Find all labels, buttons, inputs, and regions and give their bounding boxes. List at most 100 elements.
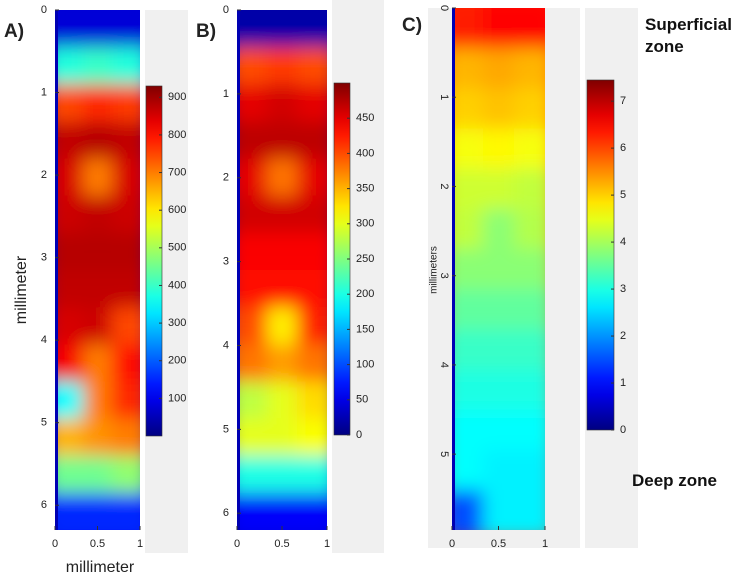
heatmap-cell [452,208,484,250]
heatmap-cell [55,344,84,382]
heatmap-cell [237,84,268,122]
colorbar-tick-label: 2 [620,330,626,342]
colorbar-tick-label: 5 [620,189,626,201]
heatmap-cell [83,195,113,234]
heatmap-cell [83,381,113,420]
heatmap-cell [267,344,298,382]
heatmap-cell [267,381,298,420]
heatmap [237,10,327,530]
heatmap-cell [514,128,545,170]
colorbar [586,79,615,431]
heatmap-cell [514,449,545,491]
heatmap-cell [111,195,140,234]
heatmap-cell [237,232,268,271]
heatmap-cell [514,8,545,49]
heatmap-cell [452,489,484,530]
heatmap-cell [483,369,515,411]
heatmap-cell [83,270,113,308]
heatmap-cell [83,344,113,382]
heatmap-cell [514,48,545,89]
annotation: Deep zone [632,471,718,490]
heatmap-cells [452,8,545,530]
heatmap-cell [514,329,545,370]
colorbar-tick-label: 400 [356,147,374,159]
heatmap-cell [452,48,484,89]
heatmap-cell [237,47,268,85]
heatmap-cell [237,270,268,308]
heatmap-cell [452,88,484,129]
heatmap [452,8,545,530]
heatmap-cell [237,307,268,345]
heatmap-cell [514,489,545,530]
heatmap-cell [83,121,113,160]
heatmap-cell [297,418,327,457]
heatmap-cell [237,381,268,420]
heatmap-cell [267,10,298,48]
y-tick-label: 4 [438,362,450,368]
heatmap-cell [297,344,327,382]
heatmap-cell [297,381,327,420]
heatmap-cell [267,418,298,457]
y-tick-label: 6 [41,499,47,511]
heatmap-cells [237,10,327,530]
colorbar-tick-label: 200 [356,288,374,300]
y-tick-label: 2 [438,183,450,189]
annotation: Superficial zone [645,15,732,56]
heatmap-cell [297,455,327,494]
heatmap-cell [297,158,327,197]
heatmap-cell [55,47,84,85]
y-tick-label: 0 [223,4,229,16]
heatmap-cell [514,248,545,290]
heatmap-cell [237,344,268,382]
y-tick-label: 4 [41,334,47,346]
y-axis-label: millimeter [13,255,30,324]
heatmap-cell [267,232,298,271]
x-axis-label: millimeter [66,559,135,576]
heatmap-cell [483,449,515,491]
colorbar-tick-label: 0 [620,424,626,436]
colorbar-tick-label: 0 [356,429,362,441]
heatmap-cell [483,329,515,370]
colorbar-tick-label: 600 [168,204,186,216]
panel-label: A) [4,21,24,42]
colorbar-tick-label: 250 [356,253,374,265]
heatmap-cell [83,158,113,197]
heatmap-cell [83,307,113,345]
heatmap-cell [55,270,84,308]
y-axis-label: millimeters [429,246,440,294]
y-tick-label: 6 [223,507,229,519]
heatmap-cell [267,492,298,530]
heatmap-cell [55,307,84,345]
heatmap-cell [55,381,84,420]
heatmap-cell [297,84,327,122]
x-tick-label: 0 [52,538,58,550]
heatmap-cell [267,121,298,160]
heatmap-cell [111,492,140,530]
colorbar-tick-label: 200 [168,355,186,367]
colorbar-tick-label: 300 [356,218,374,230]
heatmap-cell [237,492,268,530]
heatmap-edge [55,10,58,530]
heatmap-cell [483,289,515,330]
heatmap-cell [55,232,84,271]
heatmap-cell [297,270,327,308]
heatmap-cell [514,289,545,330]
x-tick-label: 0 [449,538,455,550]
y-tick-label: 0 [438,5,450,11]
heatmap-cell [55,121,84,160]
y-tick-label: 5 [438,451,450,457]
heatmap-cell [483,8,515,49]
heatmap-cell [55,84,84,122]
x-tick-label: 0 [234,538,240,550]
heatmap-cell [83,492,113,530]
x-tick-label: 1 [324,538,330,550]
heatmap-cell [514,369,545,411]
colorbar-tick-label: 7 [620,95,626,107]
heatmap-cell [83,232,113,271]
heatmap-cell [267,455,298,494]
heatmap-cell [111,121,140,160]
panel-label: C) [402,15,422,36]
heatmap-cell [83,10,113,48]
colorbar-tick-label: 100 [356,359,374,371]
